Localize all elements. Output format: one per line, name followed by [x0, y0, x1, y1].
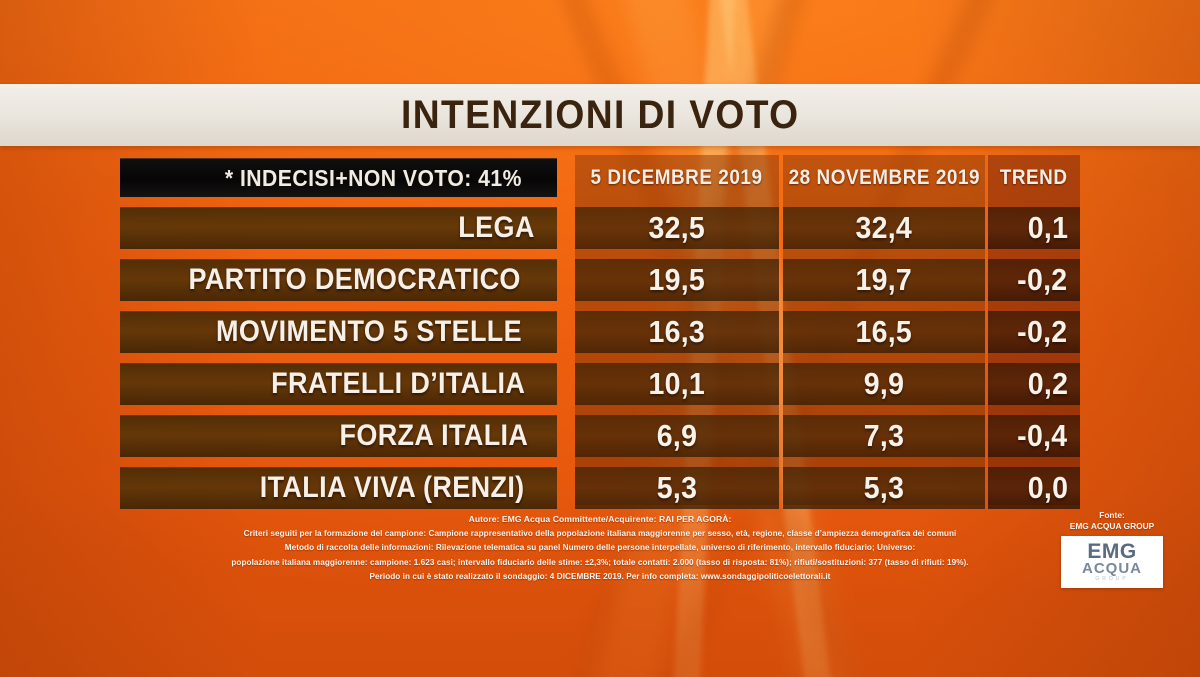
- column-header-previous-label: 28 NOVEMBRE 2019: [788, 165, 980, 189]
- column-header-current-label: 5 DICEMBRE 2019: [591, 165, 763, 189]
- footer-line: Criteri seguiti per la formazione del ca…: [243, 528, 957, 538]
- value-cell-current: 5,3: [575, 467, 779, 509]
- party-name-cell: FORZA ITALIA: [120, 415, 557, 457]
- value-cell-previous: 9,9: [783, 363, 985, 405]
- value-current-label: 10,1: [648, 366, 706, 401]
- column-header-previous: 28 NOVEMBRE 2019: [783, 155, 985, 200]
- source-name-label: EMG ACQUA GROUP: [1069, 521, 1155, 531]
- column-header-trend-label: TREND: [1000, 165, 1068, 189]
- value-previous-label: 16,5: [855, 314, 913, 349]
- value-trend-label: 0,1: [1027, 210, 1069, 245]
- value-cell-trend: 0,1: [988, 207, 1080, 249]
- column-header-current: 5 DICEMBRE 2019: [575, 155, 779, 200]
- party-name-cell: FRATELLI D’ITALIA: [120, 363, 557, 405]
- value-previous-label: 9,9: [863, 366, 905, 401]
- value-cell-trend: 0,0: [988, 467, 1080, 509]
- methodology-footer: Autore: EMG Acqua Committente/Acquirente…: [0, 512, 1200, 602]
- value-cell-previous: 16,5: [783, 311, 985, 353]
- undecided-note-label: * INDECISI+NON VOTO: 41%: [225, 164, 523, 191]
- party-name-cell: PARTITO DEMOCRATICO: [120, 259, 557, 301]
- footer-line: popolazione italiana maggiorenne: campio…: [231, 557, 969, 567]
- value-previous-label: 7,3: [863, 418, 905, 453]
- source-label: Fonte:: [1099, 510, 1125, 520]
- value-cell-current: 32,5: [575, 207, 779, 249]
- value-cell-trend: -0,2: [988, 311, 1080, 353]
- value-trend-label: -0,2: [1017, 262, 1068, 297]
- value-previous-label: 32,4: [855, 210, 913, 245]
- page-title: INTENZIONI DI VOTO: [400, 92, 800, 137]
- value-cell-current: 19,5: [575, 259, 779, 301]
- footer-line: Autore: EMG Acqua Committente/Acquirente…: [468, 514, 732, 524]
- value-cell-trend: -0,4: [988, 415, 1080, 457]
- value-previous-label: 5,3: [863, 470, 905, 505]
- party-name-label: FORZA ITALIA: [339, 419, 529, 452]
- table-row: FORZA ITALIA 6,9 7,3 -0,4: [0, 415, 1200, 457]
- value-trend-label: 0,0: [1027, 470, 1069, 505]
- table-row: FRATELLI D’ITALIA 10,1 9,9 0,2: [0, 363, 1200, 405]
- emg-acqua-logo: EMG ACQUA GROUP: [1061, 536, 1163, 588]
- value-cell-trend: 0,2: [988, 363, 1080, 405]
- value-cell-previous: 19,7: [783, 259, 985, 301]
- poll-results-table: * INDECISI+NON VOTO: 41% 5 DICEMBRE 2019…: [0, 155, 1200, 509]
- value-trend-label: -0,4: [1017, 418, 1068, 453]
- table-row: PARTITO DEMOCRATICO 19,5 19,7 -0,2: [0, 259, 1200, 301]
- value-trend-label: -0,2: [1017, 314, 1068, 349]
- footer-line: Metodo di raccolta delle informazioni: R…: [284, 543, 916, 553]
- table-row: ITALIA VIVA (RENZI) 5,3 5,3 0,0: [0, 467, 1200, 509]
- value-trend-label: 0,2: [1027, 366, 1069, 401]
- logo-acqua-text: ACQUA: [1082, 560, 1142, 577]
- value-current-label: 5,3: [656, 470, 698, 505]
- party-name-label: LEGA: [458, 211, 535, 244]
- value-cell-current: 16,3: [575, 311, 779, 353]
- value-cell-previous: 5,3: [783, 467, 985, 509]
- table-header-row: * INDECISI+NON VOTO: 41% 5 DICEMBRE 2019…: [0, 155, 1200, 200]
- table-row: LEGA 32,5 32,4 0,1: [0, 207, 1200, 249]
- value-current-label: 6,9: [656, 418, 698, 453]
- value-previous-label: 19,7: [855, 262, 913, 297]
- value-cell-previous: 7,3: [783, 415, 985, 457]
- page-title-banner: INTENZIONI DI VOTO: [0, 84, 1200, 146]
- value-current-label: 16,3: [648, 314, 706, 349]
- logo-emg-text: EMG: [1087, 540, 1137, 563]
- value-cell-current: 6,9: [575, 415, 779, 457]
- footer-line: Periodo in cui è stato realizzato il son…: [369, 572, 831, 582]
- table-row: MOVIMENTO 5 STELLE 16,3 16,5 -0,2: [0, 311, 1200, 353]
- party-name-cell: MOVIMENTO 5 STELLE: [120, 311, 557, 353]
- value-cell-previous: 32,4: [783, 207, 985, 249]
- party-name-label: MOVIMENTO 5 STELLE: [215, 315, 522, 348]
- party-name-label: PARTITO DEMOCRATICO: [188, 263, 521, 296]
- logo-group-text: GROUP: [1095, 576, 1129, 582]
- undecided-note-bar: * INDECISI+NON VOTO: 41%: [120, 158, 557, 197]
- value-current-label: 32,5: [648, 210, 706, 245]
- value-current-label: 19,5: [648, 262, 706, 297]
- value-cell-current: 10,1: [575, 363, 779, 405]
- source-logo-block: Fonte: EMG ACQUA GROUP EMG ACQUA GROUP: [1046, 510, 1178, 588]
- party-name-cell: LEGA: [120, 207, 557, 249]
- party-name-label: ITALIA VIVA (RENZI): [259, 471, 525, 504]
- value-cell-trend: -0,2: [988, 259, 1080, 301]
- party-name-label: FRATELLI D’ITALIA: [270, 367, 525, 400]
- column-header-trend: TREND: [988, 155, 1080, 200]
- party-name-cell: ITALIA VIVA (RENZI): [120, 467, 557, 509]
